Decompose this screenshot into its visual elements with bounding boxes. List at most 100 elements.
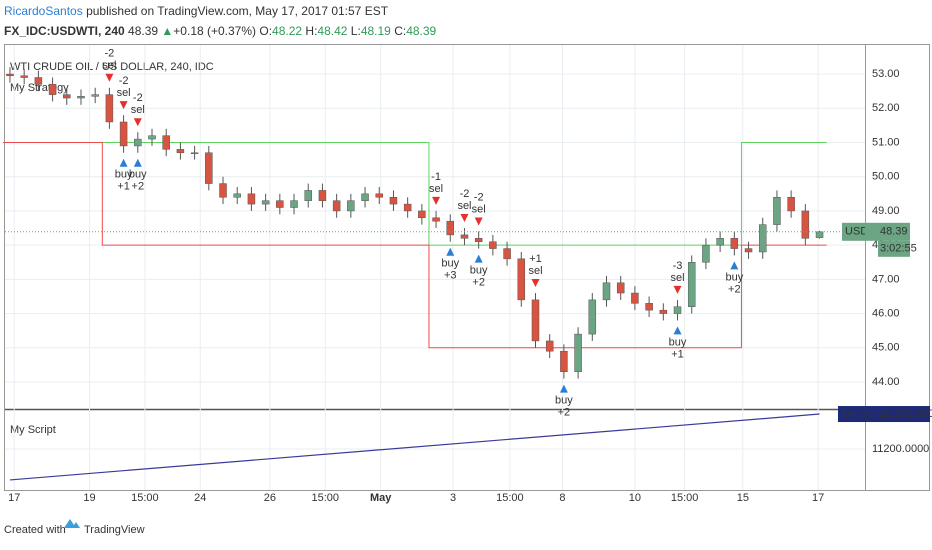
arrow: ▲	[161, 24, 173, 38]
strategy-line	[2, 142, 827, 246]
y-tick-label: 44.00	[872, 376, 900, 388]
candle-body	[531, 299, 540, 342]
signal-arrow	[474, 254, 483, 263]
candle-body	[77, 96, 85, 99]
x-tick-label: 15	[737, 492, 749, 504]
signal-action: buy	[470, 264, 488, 276]
signal-action: buy	[725, 271, 743, 283]
signal-qty: -2	[133, 92, 143, 104]
candle-body	[389, 196, 398, 205]
candle-body	[91, 94, 99, 97]
candle-body	[304, 190, 312, 201]
signal-arrow	[730, 261, 739, 270]
x-tick-label: 10	[629, 492, 641, 504]
signal-arrow	[133, 158, 142, 167]
candle-body	[815, 231, 824, 238]
y-tick-label: 11200.0000	[872, 443, 929, 455]
candle-body	[702, 244, 710, 263]
candle-body	[63, 94, 71, 99]
candle-body	[616, 282, 625, 294]
x-tick-label: 15:00	[496, 492, 524, 504]
signal-arrow	[119, 158, 128, 167]
signal-action: buy	[129, 169, 147, 181]
author[interactable]: RicardoSantos	[4, 4, 83, 18]
x-tick-label: 17	[812, 492, 824, 504]
candle-body	[119, 121, 128, 147]
x-tick-label: 17	[8, 492, 20, 504]
candle-body	[645, 303, 653, 311]
signal-action: buy	[555, 394, 573, 406]
candle-body	[517, 258, 526, 301]
signal-qty: -1	[431, 171, 441, 183]
candle-body	[162, 135, 170, 150]
signal-action: sel	[670, 272, 684, 284]
signal-qty: +2	[728, 283, 741, 295]
signal-action: sel	[102, 60, 116, 72]
candle-body	[34, 77, 43, 85]
candle-body	[247, 193, 256, 205]
candle-body	[148, 135, 156, 140]
x-tick-label: 24	[194, 492, 206, 504]
last: 48.39	[128, 24, 158, 38]
candle-body	[744, 248, 753, 253]
candle-body	[801, 210, 810, 239]
candle-body	[659, 309, 668, 314]
signal-arrow	[446, 247, 455, 256]
signal-action: buy	[441, 258, 459, 270]
candle-body	[787, 196, 795, 212]
candle-body	[631, 292, 639, 304]
published: published on TradingView.com, May 17, 20…	[86, 4, 389, 18]
price-name-box	[842, 222, 865, 241]
candle-body	[432, 217, 440, 222]
candle-body	[446, 220, 455, 236]
signal-action: buy	[669, 336, 687, 348]
candle-body	[318, 190, 327, 201]
candle-body	[347, 200, 355, 212]
candle-body	[176, 149, 185, 154]
signal-action: sel	[117, 87, 131, 99]
y-tick-label: 50.00	[872, 171, 900, 183]
signal-qty: -2	[474, 191, 484, 203]
signal-action: sel	[429, 183, 443, 195]
x-tick-label: 19	[83, 492, 95, 504]
signal-qty: +1	[117, 181, 130, 193]
brand-logo	[64, 519, 80, 528]
candle-body	[574, 333, 582, 372]
candle-body	[332, 200, 341, 212]
x-tick-label: 8	[559, 492, 565, 504]
signal-qty: -2	[460, 188, 470, 200]
candle-body	[261, 200, 270, 205]
candle-body	[219, 183, 227, 198]
footer-created: Created with	[4, 524, 66, 536]
l-value: 48.19	[361, 24, 391, 38]
h-value: 48.42	[317, 24, 347, 38]
candle-body	[474, 238, 483, 242]
y-tick-label: 45.00	[872, 342, 900, 354]
candle-body	[48, 84, 57, 95]
x-tick-label: May	[370, 492, 392, 504]
symbol: FX_IDC:USDWTI, 240	[4, 24, 125, 38]
candle-body	[290, 200, 298, 208]
script-line	[9, 413, 820, 481]
value-tag-name: My Script	[842, 408, 888, 420]
value-tag: 11252.0000	[883, 408, 932, 420]
candle-body	[716, 238, 724, 246]
signal-action: sel	[131, 104, 145, 116]
signal-qty: +2	[132, 181, 145, 193]
footer-brand[interactable]: TradingView	[84, 524, 145, 536]
c-label: C:	[394, 24, 406, 38]
signal-qty: -3	[673, 260, 683, 272]
signal-arrow	[460, 214, 469, 223]
y-tick-label: 51.00	[872, 136, 900, 148]
value-tag-box	[838, 406, 930, 423]
candle-body	[134, 138, 142, 147]
y-tick-label: 49.00	[872, 205, 900, 217]
x-tick-label: 3	[450, 492, 456, 504]
script-name: My Script	[10, 424, 56, 436]
candle-body	[687, 262, 696, 307]
signal-arrow	[119, 101, 128, 110]
quote-line: FX_IDC:USDWTI, 240 48.39 ▲+0.18 (+0.37%)…	[4, 24, 437, 38]
